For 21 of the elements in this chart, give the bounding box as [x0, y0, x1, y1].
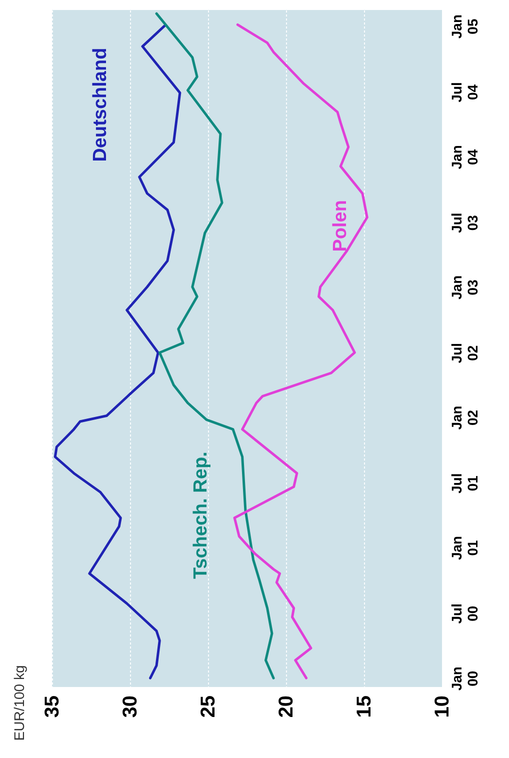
y-tick-label: Jul 02 [448, 342, 480, 364]
y-tick-label: Jan 01 [448, 536, 480, 560]
y-tick-label: Jul 04 [448, 82, 480, 102]
x-tick-label: 10 [432, 696, 454, 718]
y-axis-title: EUR/100 kg [11, 665, 27, 741]
y-tick-label: Jul 03 [448, 212, 480, 233]
y-tick-label: Jan 02 [448, 406, 480, 430]
y-tick-label: Jan 00 [448, 666, 480, 691]
y-tick-label: Jan 05 [448, 14, 480, 39]
text: Deutschland [90, 48, 111, 162]
y-tick-label: Jan 04 [448, 145, 480, 170]
x-tick-label: 25 [198, 696, 220, 718]
text: Polen [330, 200, 351, 252]
x-tick-label: 15 [354, 696, 376, 718]
y-tick-label: Jul 01 [448, 473, 480, 494]
text: Tschech. Rep. [190, 452, 212, 580]
x-tick-label: 35 [42, 696, 64, 718]
y-tick-label: Jul 00 [448, 604, 480, 624]
x-tick-label: 20 [276, 696, 298, 718]
x-tick-label: 30 [120, 696, 142, 718]
y-tick-label: Jan 03 [448, 275, 480, 300]
